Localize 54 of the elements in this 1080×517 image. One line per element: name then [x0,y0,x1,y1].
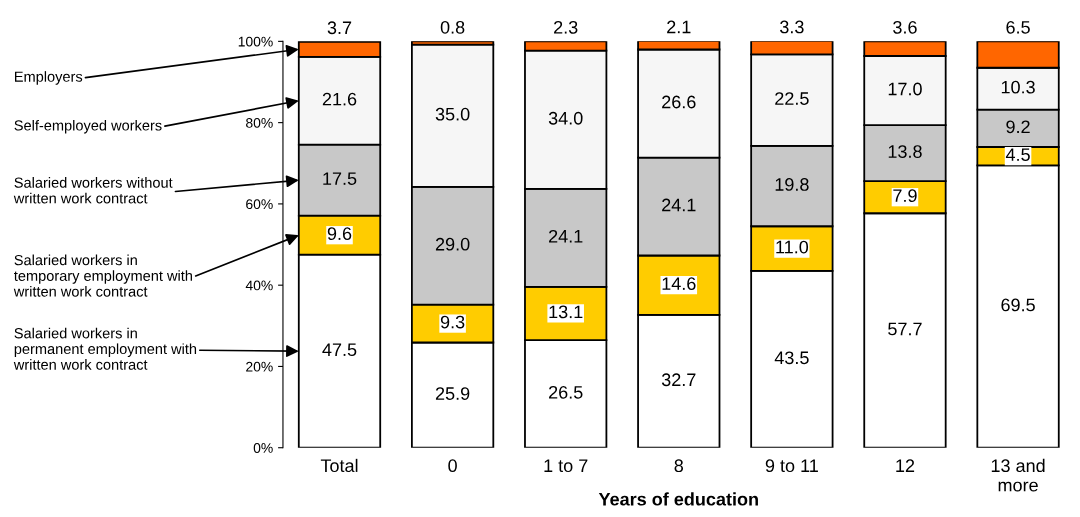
data-label: 34.0 [548,111,583,125]
data-label: 47.5 [322,343,357,357]
data-label: 9.2 [1006,120,1030,134]
text: Employers [15,71,83,85]
data-label: 3.3 [780,20,804,34]
text: Salaried workers in permanent employment with written work contract [13,327,197,370]
x-axis-title: Years of education [598,492,758,506]
data-label: 22.5 [775,92,809,105]
data-label: 24.1 [549,229,583,243]
data-label: 2.3 [554,20,578,34]
data-label: 6.5 [1006,20,1030,34]
data-label: 17.5 [323,172,357,185]
data-label: 29.0 [435,237,470,251]
x-tick-label: 8 [674,459,684,473]
data-label: 14.6 [662,277,696,291]
data-label: 32.7 [661,373,696,387]
x-tick-label: 0 [448,459,457,473]
data-label: 43.5 [774,351,809,365]
x-tick-label: 12 [896,459,915,472]
data-label: 17.0 [888,82,922,96]
text: Salaried workers without written work contract [13,177,173,204]
data-label: 13.8 [888,145,922,158]
y-tick-label: 80% [246,117,273,128]
y-tick-label: 40% [245,280,273,291]
data-label: 2.1 [667,20,691,34]
data-label: 25.9 [435,387,470,400]
data-label: 4.5 [1005,148,1030,161]
data-label: 9.3 [440,315,465,329]
data-label: 26.5 [549,385,583,399]
text: Self-employed workers [14,119,162,134]
data-label: 26.6 [662,95,696,109]
y-tick-label: 20% [246,361,273,372]
data-label: 3.6 [893,20,917,34]
data-label: 7.9 [893,189,917,203]
y-tick-label: 60% [246,199,273,210]
data-label: 0.8 [440,20,465,34]
y-tick-label: 0% [253,443,273,453]
x-tick-label: 13 and more [991,458,1045,492]
y-tick-label: 100% [238,36,273,47]
data-label: 69.5 [1001,298,1035,312]
data-label: 3.7 [327,21,352,35]
data-label: 24.1 [662,198,696,212]
data-label: 10.3 [1001,80,1035,94]
data-label: 13.1 [549,305,583,319]
data-label: 35.0 [435,107,470,121]
data-label: 11.0 [776,240,809,254]
text: Salaried workers in temporary employment with written work contract [13,254,192,297]
data-label: 21.6 [322,92,357,106]
x-tick-label: Total [320,458,358,473]
data-label: 9.6 [327,227,352,241]
x-tick-label: 1 to 7 [544,459,588,473]
data-label: 57.7 [888,322,922,336]
x-tick-label: 9 to 11 [765,459,818,473]
data-label: 19.8 [775,178,809,191]
